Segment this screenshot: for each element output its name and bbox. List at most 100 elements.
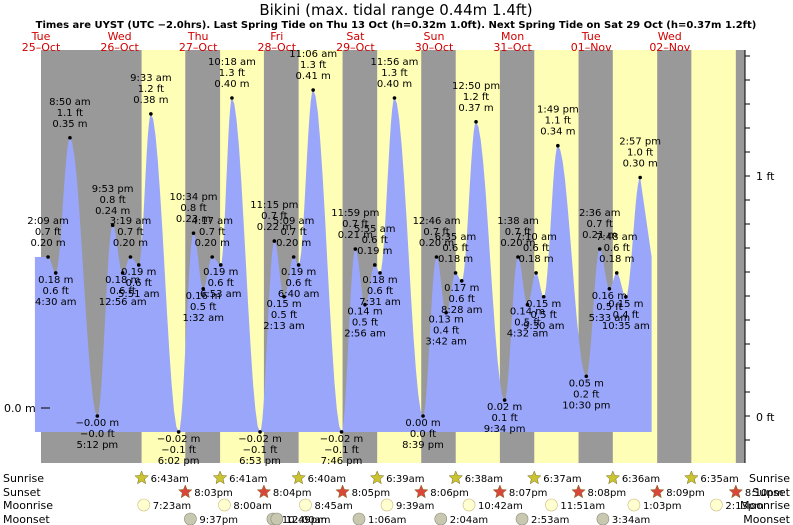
high-tide-label: 0.7 ft [35,227,61,238]
low-tide-label: 0.5 ft [514,318,540,329]
moonset-icon [434,512,448,525]
low-tide-label: 6:40 am [278,289,320,300]
sunrise-time: 6:36am [622,474,660,485]
high-tide-label: 1.0 ft [627,148,653,159]
moonset-icon [352,512,366,525]
low-tide-point [136,263,141,267]
low-tide-label: 9:34 pm [484,424,526,435]
high-tide-label: 7:48 am [596,232,638,243]
low-tide-label: 0.05 m [569,378,604,389]
high-tide-label: 12:50 pm [452,81,500,92]
high-tide-label: 2:09 am [27,216,69,227]
high-tide-label: 0.7 ft [261,211,287,222]
high-tide-label: 11:56 am [371,57,419,68]
low-tide-point [282,294,286,299]
sunrise-icon [684,470,699,485]
sunset-icon [335,484,350,499]
high-tide-label: 0.24 m [95,206,130,217]
high-tide-label: 0.7 ft [587,219,613,230]
day-of-week: Sun [424,30,445,43]
tide-annotations: 2:09 am0.7 ft0.20 m0.18 m0.6 ft4:30 am8:… [27,49,661,467]
sunset-time: 8:05pm [352,488,391,499]
low-tide-label: 0.5 ft [531,310,557,321]
high-tide-point [516,255,520,259]
high-tide-label: 9:33 am [130,73,172,84]
low-tide-point [53,271,58,275]
sunrise-icon [526,470,542,485]
low-tide-label: 0.18 m [38,275,73,286]
high-tide-point [191,231,196,235]
low-tide-label: 0.6 ft [367,286,393,297]
moonset-time: 12:00am [286,515,331,525]
moonrise-icon [545,498,558,512]
high-tide-label: 0.18 m [438,254,473,265]
low-tide-label: 0.6 ft [109,286,135,297]
high-tide-label: 0.23 m [176,214,211,225]
day-of-week: Tue [581,30,601,43]
sunrise-row-label-right: Sunrise [749,472,790,485]
high-tide-label: 0.21 m [338,230,373,241]
right-axis-label-1ft: 1 ft [756,170,775,183]
high-tide-label: 0.7 ft [423,227,449,238]
low-tide-label: 0.15 m [266,299,301,310]
low-tide-point [525,302,530,307]
day-of-week: Fri [270,30,283,43]
low-tide-point [584,374,589,379]
low-tide-label: 1:32 am [182,313,224,324]
high-tide-point [110,223,115,227]
day-of-week: Mon [501,30,524,43]
low-tide-label: 0.18 m [362,275,397,286]
high-tide-label: 0.8 ft [180,203,206,214]
low-tide-label: 0.5 ft [190,302,216,313]
low-tide-point [176,430,181,434]
sunset-icon [413,484,429,499]
low-tide-label: 0.5 ft [596,302,622,313]
moonrise-time: 9:39am [396,501,434,512]
high-tide-label: 0.8 ft [99,195,125,206]
high-tide-label: 1:38 am [497,216,539,227]
low-tide-label: 0.6 ft [449,294,475,305]
moonrise-time: 2:13pm [725,501,764,512]
low-tide-label: 0.6 ft [285,278,311,289]
low-tide-point [624,294,628,299]
sunrise-icon [134,470,149,485]
low-tide-point [201,287,206,291]
high-tide-label: 1.2 ft [138,84,164,95]
low-tide-label: 3:42 am [425,337,467,348]
high-tide-label: 3:19 am [110,216,152,227]
high-tide-point [392,96,397,100]
high-tide-label: 1.3 ft [219,68,245,79]
low-tide-label: 0.2 ft [573,389,599,400]
high-tide-label: 12:46 am [413,216,461,227]
low-tide-label: 0.13 m [429,315,464,326]
low-tide-label: 2:13 am [263,321,305,332]
sunrise-time: 6:37am [543,474,581,485]
day-date: 01–Nov [571,41,612,54]
sunrise-icon [291,470,306,485]
low-tide-label: −0.00 m [76,418,120,429]
moonrise-icon [710,498,723,512]
moonset-icon [270,512,284,525]
right-axis-label-0ft: 0 ft [756,411,775,424]
moonrise-time: 11:51am [560,501,605,512]
high-tide-label: 1.2 ft [463,92,489,103]
low-tide-label: −0.02 m [157,434,201,445]
high-tide-label: 0.20 m [500,238,535,249]
high-tide-label: 0.41 m [296,71,331,82]
high-tide-point [68,135,72,140]
moonrise-time: 10:42am [478,501,523,512]
sunrise-time: 6:41am [229,474,267,485]
high-tide-point [474,120,478,124]
low-tide-label: 0.14 m [347,307,382,318]
high-tide-label: 10:18 am [208,57,256,68]
sunset-time: 8:03pm [194,488,233,499]
day-labels: Tue25–OctWed26–OctThu27–OctFri28–OctSat2… [22,30,691,54]
low-tide-label: 9:30 am [523,321,565,332]
high-tide-label: 0.6 ft [523,243,549,254]
low-tide-label: 8:39 pm [402,440,444,451]
high-tide-label: 0.7 ft [280,227,306,238]
sunrise-icon [448,470,464,485]
high-tide-label: 0.19 m [357,246,392,257]
low-tide-point [120,271,125,275]
